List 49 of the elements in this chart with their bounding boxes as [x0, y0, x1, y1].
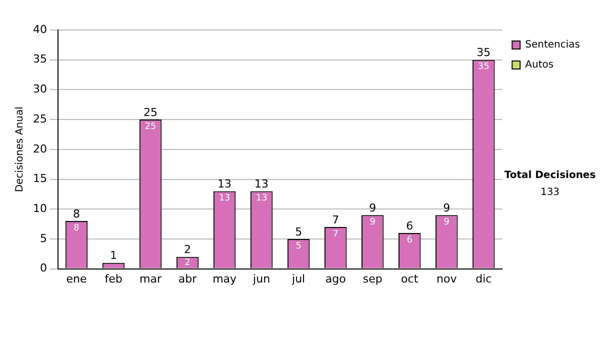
x-tick-label: jun — [252, 272, 270, 286]
data-label: 9 — [370, 217, 376, 228]
y-tick-label: 25 — [32, 112, 47, 126]
x-tick-label: oct — [401, 272, 419, 286]
y-tick-label: 15 — [32, 172, 47, 186]
legend-label: Sentencias — [525, 40, 580, 51]
y-tick-label: 10 — [32, 202, 47, 215]
y-tick-label: 20 — [32, 142, 47, 156]
total-label: 13 — [218, 178, 232, 191]
y-axis-title: Decisiones Anual — [14, 106, 26, 192]
x-tick-label: feb — [104, 272, 122, 286]
total-label: 25 — [144, 106, 158, 119]
x-tick-label: jul — [291, 272, 306, 286]
x-tick-label: sep — [362, 272, 382, 286]
y-tick-label: 35 — [32, 52, 47, 66]
data-label: 35 — [478, 62, 490, 72]
total-label: 2 — [184, 243, 192, 256]
data-label: 25 — [144, 122, 156, 132]
y-tick-label: 40 — [32, 22, 47, 36]
data-label: 13 — [218, 194, 230, 204]
text: Total Decisiones — [503, 170, 597, 181]
total-label: 5 — [295, 225, 302, 238]
total-label: 7 — [332, 213, 340, 226]
data-label: 9 — [444, 217, 450, 228]
data-label: 13 — [256, 194, 268, 204]
text: 133 — [539, 187, 561, 198]
y-tick-label: 0 — [40, 262, 47, 275]
total-label: 6 — [406, 219, 414, 232]
total-label: 13 — [254, 178, 269, 191]
x-tick-label: ene — [66, 272, 87, 286]
total-label: 9 — [443, 201, 450, 214]
total-label: 8 — [73, 207, 80, 220]
y-tick-label: 30 — [32, 82, 47, 96]
data-label: 7 — [332, 229, 338, 240]
legend-label: Autos — [525, 60, 554, 71]
x-tick-label: abr — [178, 272, 198, 286]
total-label: 9 — [369, 201, 376, 214]
data-label: 2 — [184, 258, 190, 268]
x-tick-label: dic — [476, 272, 492, 286]
total-label: 35 — [476, 46, 491, 60]
x-tick-label: ago — [325, 272, 346, 286]
x-tick-label: may — [212, 272, 238, 286]
x-tick-label: mar — [140, 272, 162, 286]
x-tick-label: nov — [436, 272, 458, 286]
data-label: 5 — [296, 241, 302, 252]
data-label: 6 — [406, 235, 413, 246]
data-label: 8 — [74, 223, 80, 234]
total-label: 1 — [110, 249, 118, 262]
y-tick-label: 5 — [40, 232, 47, 245]
